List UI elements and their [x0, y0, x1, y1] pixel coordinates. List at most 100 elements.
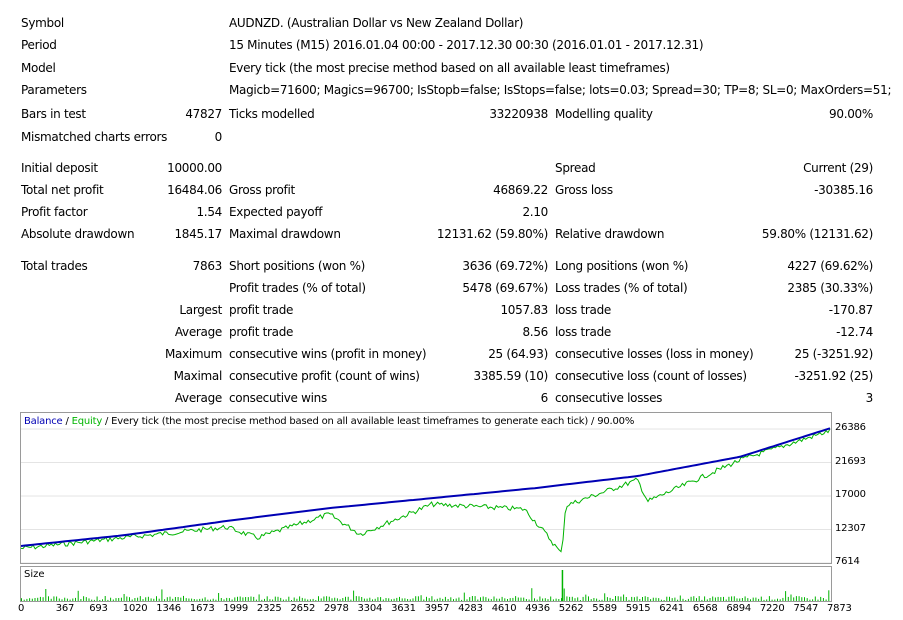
size-bar — [766, 599, 768, 601]
label-max-cons-losses: consecutive losses (loss in money) — [555, 347, 754, 361]
value-mismatch: 0 — [214, 130, 223, 144]
size-bar — [690, 596, 692, 601]
size-bar — [112, 599, 114, 601]
size-bar — [685, 600, 687, 601]
size-bar — [188, 598, 190, 601]
size-bar — [291, 600, 292, 601]
size-bar — [385, 598, 387, 601]
size-bar — [272, 599, 274, 601]
size-bar — [650, 599, 652, 601]
size-bar — [174, 597, 176, 601]
size-bar — [771, 599, 773, 601]
size-bar — [196, 599, 198, 601]
size-bar — [644, 596, 646, 601]
legend-rest: / Every tick (the most precise method ba… — [102, 416, 635, 427]
size-bar — [790, 594, 792, 601]
size-bar — [115, 598, 117, 601]
size-bar — [172, 598, 174, 601]
size-bar — [102, 599, 103, 601]
size-bar — [350, 599, 352, 601]
size-bar — [804, 597, 805, 601]
label-gross-profit: Gross profit — [229, 183, 295, 197]
size-bar — [207, 599, 209, 601]
size-bar — [615, 596, 616, 601]
size-bar — [358, 596, 360, 601]
size-bar — [447, 599, 449, 601]
size-bar — [620, 596, 622, 601]
chart-legend: Balance / Equity / Every tick (the most … — [24, 416, 634, 427]
size-bar — [309, 599, 311, 601]
label-largest: Largest — [179, 303, 222, 317]
chart-plot — [21, 427, 831, 563]
value-netprofit: 16484.06 — [167, 183, 222, 197]
size-bar — [150, 598, 152, 601]
size-bar — [137, 597, 139, 601]
size-bar — [720, 597, 722, 601]
size-bar — [669, 596, 670, 601]
balance-equity-chart — [20, 412, 832, 564]
value-average-profit: 8.56 — [522, 325, 548, 339]
x-tick-label: 2652 — [290, 603, 316, 614]
size-bar — [261, 599, 263, 601]
label-total-trades: Total trades — [21, 259, 88, 273]
size-bar — [666, 596, 668, 601]
x-tick-label: 6568 — [692, 603, 718, 614]
size-bar — [401, 598, 403, 601]
size-bar — [642, 597, 643, 601]
value-maximal-profit: 3385.59 (10) — [473, 369, 549, 383]
size-bar — [415, 596, 417, 601]
size-bar — [682, 598, 684, 601]
size-bar — [345, 596, 346, 601]
size-bar — [185, 598, 187, 601]
size-bar — [488, 598, 490, 601]
size-bar — [120, 597, 122, 601]
size-bar — [104, 596, 106, 601]
value-rel-drawdown: 59.80% (12131.62) — [761, 227, 873, 241]
size-bar — [58, 598, 60, 601]
size-bar — [574, 598, 576, 601]
size-bar — [601, 599, 603, 601]
size-bar — [812, 599, 814, 601]
value-max-cons-losses: 25 (-3251.92) — [794, 347, 873, 361]
label-expected-payoff: Expected payoff — [229, 205, 323, 219]
size-bar — [347, 596, 349, 601]
size-bar — [107, 599, 109, 601]
size-bar — [369, 597, 371, 601]
size-bar — [671, 598, 673, 601]
size-bar — [512, 597, 514, 601]
size-bar — [785, 591, 787, 601]
size-bar — [428, 598, 430, 601]
size-bar — [399, 596, 400, 601]
size-bar — [463, 592, 465, 601]
x-tick-label: 2978 — [324, 603, 349, 614]
x-tick-label: 4610 — [491, 603, 517, 614]
value-expected-payoff: 2.10 — [522, 205, 548, 219]
size-bar — [307, 599, 309, 601]
value-avg-cons-losses: 3 — [865, 391, 874, 405]
size-bar — [579, 600, 581, 601]
size-bar — [525, 599, 527, 601]
size-label: Size — [24, 569, 45, 580]
value-average-loss: -12.74 — [836, 325, 873, 339]
size-bar — [393, 598, 395, 601]
size-bar — [655, 597, 657, 601]
label-netprofit: Total net profit — [21, 183, 104, 197]
x-tick-label: 2325 — [256, 603, 282, 614]
size-bar — [458, 597, 460, 601]
size-bar — [431, 596, 433, 601]
label-loss-trades: Loss trades (% of total) — [555, 281, 688, 295]
size-bar — [531, 588, 533, 601]
size-bar — [93, 599, 95, 601]
y-tick-label: 26386 — [835, 422, 866, 433]
size-bar — [822, 598, 824, 601]
size-bar — [561, 570, 564, 601]
size-bar — [320, 598, 322, 601]
size-bar — [293, 597, 295, 601]
size-bar — [282, 599, 284, 601]
label-bars: Bars in test — [21, 107, 86, 121]
size-bar — [482, 596, 484, 601]
size-bar — [817, 599, 819, 601]
size-bar — [231, 599, 233, 601]
value-max-drawdown: 12131.62 (59.80%) — [436, 227, 548, 241]
size-bar — [223, 599, 225, 601]
